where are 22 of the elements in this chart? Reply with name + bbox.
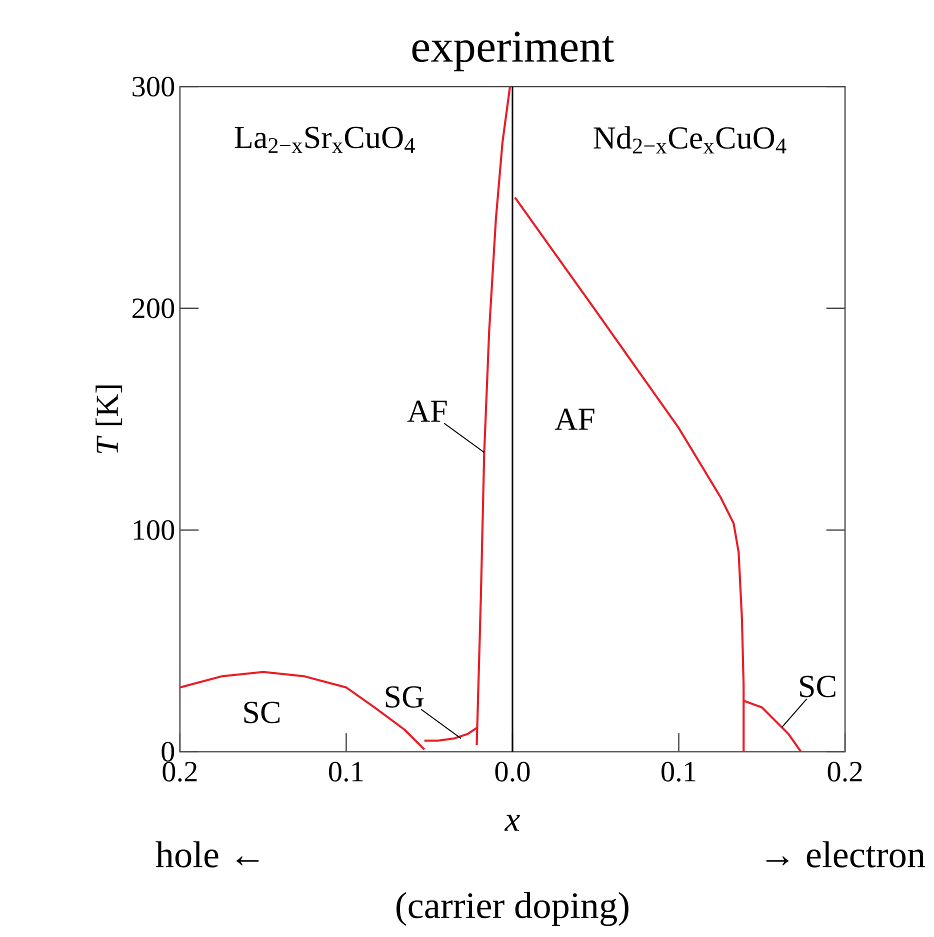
text: hole ←	[156, 841, 258, 868]
y-tick-label: 0	[162, 742, 174, 762]
annotation: SC	[800, 676, 836, 698]
annotation: Nd$_{2−x}$Ce$_{x}$CuO$_{4}$	[594, 126, 786, 154]
annotation: SG	[386, 686, 424, 708]
annotation: SC	[244, 702, 280, 724]
x-tick-label: 0.2	[828, 762, 862, 782]
x-axis-title: x	[504, 814, 520, 831]
annotation: AF	[554, 408, 594, 430]
text: → electron	[766, 841, 925, 868]
chart-title: experiment	[412, 32, 614, 72]
annotation: AF	[407, 400, 447, 422]
y-tick-label: 200	[132, 298, 174, 318]
x-tick-label: 0.2	[162, 762, 196, 782]
annotation: La$_{2−x}$Sr$_{x}$CuO$_{4}$	[234, 126, 415, 153]
y-tick-label: 300	[132, 76, 174, 97]
y-axis-title: T [K]	[95, 386, 122, 454]
y-tick-label: 100	[134, 520, 174, 540]
text: (carrier doping)	[396, 892, 628, 926]
x-tick-label: 0.1	[661, 762, 696, 782]
x-tick-label: 0.0	[495, 762, 530, 782]
x-tick-label: 0.1	[328, 762, 363, 782]
